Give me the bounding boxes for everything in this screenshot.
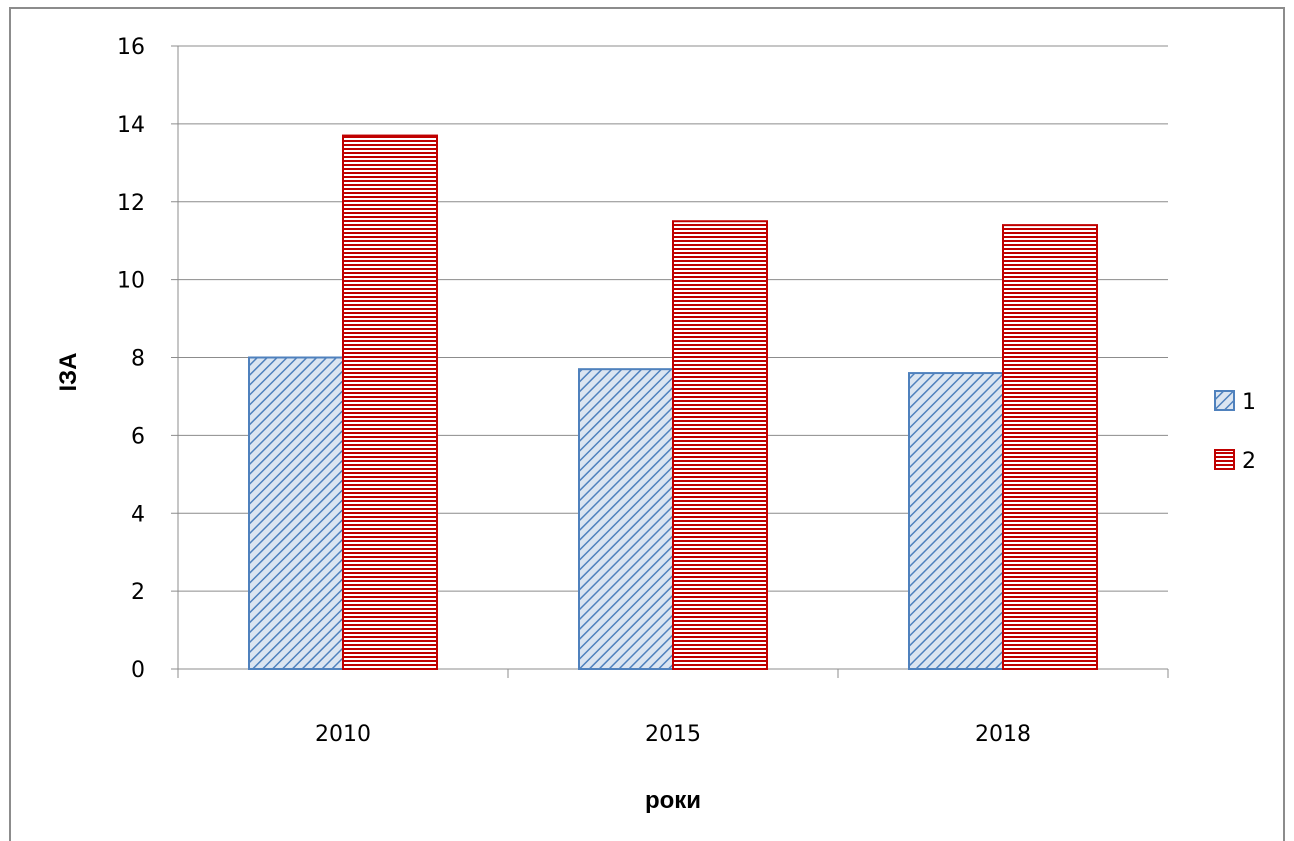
y-tick-label: 0 — [131, 658, 145, 683]
y-tick-label: 16 — [117, 35, 145, 60]
y-tick-label: 6 — [131, 424, 145, 449]
y-tick-label: 4 — [131, 502, 145, 527]
y-axis-title: ІЗА — [55, 352, 82, 391]
x-tick-label: 2015 — [645, 722, 701, 747]
x-axis-title: роки — [645, 787, 701, 814]
y-tick-label: 12 — [117, 191, 145, 216]
legend-label-series-1: 1 — [1242, 390, 1256, 415]
bar-series-2-2010 — [342, 134, 438, 670]
bar-series-1-2010 — [248, 356, 344, 670]
bar-series-1-2018 — [908, 372, 1004, 670]
legend-label-series-2: 2 — [1242, 449, 1256, 474]
legend-swatch-series-2 — [1214, 449, 1235, 470]
bar-series-2-2018 — [1002, 224, 1098, 671]
legend-swatch-series-1 — [1214, 390, 1235, 411]
y-tick-label: 10 — [117, 269, 145, 294]
x-tick-label: 2010 — [315, 722, 371, 747]
y-tick-label: 14 — [117, 113, 145, 138]
y-tick-label: 8 — [131, 347, 145, 372]
y-tick-labels: 0 2 4 6 8 10 12 14 16 — [117, 35, 145, 683]
bars — [248, 134, 1098, 671]
x-tick-label: 2018 — [975, 722, 1031, 747]
bar-series-1-2015 — [578, 368, 674, 670]
legend: 1 2 — [1214, 390, 1256, 474]
y-tick-label: 2 — [131, 580, 145, 605]
x-tick-labels: 2010 2015 2018 — [315, 722, 1031, 747]
bar-series-2-2015 — [672, 220, 768, 670]
